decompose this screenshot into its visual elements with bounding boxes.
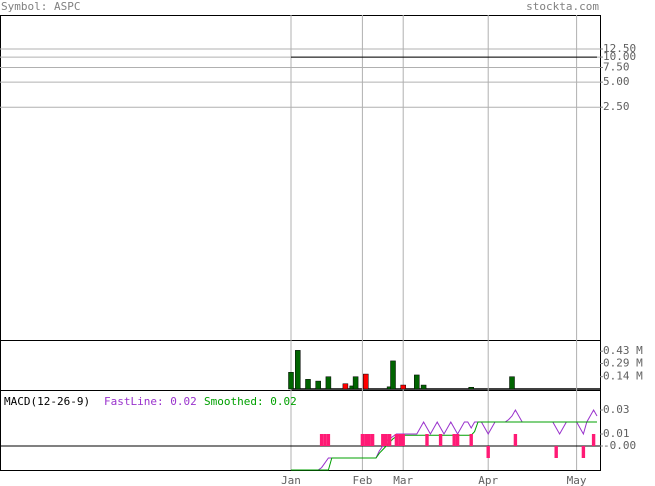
histogram-bar bbox=[401, 434, 405, 446]
y-tick-label: 0.14 M bbox=[603, 370, 643, 383]
volume-bar bbox=[414, 374, 420, 390]
histogram-bar bbox=[513, 434, 518, 446]
x-tick-label: Apr bbox=[478, 474, 498, 486]
histogram-bar bbox=[554, 446, 558, 458]
y-tick-label: 5.00 bbox=[603, 75, 630, 88]
histogram-bar bbox=[387, 434, 392, 446]
y-tick-label: 12.50 bbox=[603, 42, 636, 55]
histogram-bar bbox=[323, 434, 327, 446]
histogram-bar bbox=[398, 434, 402, 446]
histogram-bar bbox=[319, 434, 324, 446]
histogram-bar bbox=[438, 434, 443, 446]
volume-bar bbox=[420, 384, 427, 390]
volume-bar bbox=[295, 350, 301, 390]
site-label: stockta.com bbox=[526, 0, 599, 13]
y-tick-label: -0.00 bbox=[603, 439, 636, 452]
volume-bar bbox=[352, 376, 359, 390]
volume-bar bbox=[325, 376, 332, 390]
x-tick-label: Feb bbox=[352, 474, 372, 486]
legend-label: Smoothed: 0.02 bbox=[204, 395, 297, 408]
y-tick-label: 0.29 M bbox=[603, 357, 643, 370]
histogram-bar bbox=[384, 434, 388, 446]
histogram-bar bbox=[455, 434, 460, 446]
volume-bar bbox=[400, 384, 406, 390]
histogram-bar bbox=[364, 434, 368, 446]
volume-bar bbox=[288, 372, 294, 390]
histogram-bar bbox=[469, 434, 473, 446]
histogram-bar bbox=[425, 434, 429, 446]
volume-bar bbox=[315, 380, 321, 390]
y-tick-label: 2.50 bbox=[603, 100, 630, 113]
series-line bbox=[291, 408, 598, 471]
histogram-bar bbox=[381, 434, 385, 446]
histogram-bar bbox=[394, 434, 399, 446]
y-tick-label: 0.43 M bbox=[603, 344, 643, 357]
histogram-bar bbox=[370, 434, 375, 446]
y-tick-label: 0.03 bbox=[603, 403, 630, 416]
y-tick-label: 10.00 bbox=[603, 50, 636, 63]
legend-label: FastLine: 0.02 bbox=[104, 395, 197, 408]
histogram-bar bbox=[591, 434, 596, 446]
histogram-bar bbox=[367, 434, 371, 446]
volume-bar bbox=[468, 386, 474, 390]
series-line bbox=[291, 421, 597, 471]
x-tick-label: May bbox=[567, 474, 587, 486]
histogram-bar bbox=[360, 434, 365, 446]
y-tick-label: 7.50 bbox=[603, 60, 630, 73]
histogram-bar bbox=[452, 434, 456, 446]
volume-bar bbox=[509, 376, 515, 390]
histogram-bar bbox=[486, 446, 490, 458]
panel-title: MACD(12-26-9) bbox=[4, 395, 90, 408]
volume-bar bbox=[342, 383, 349, 390]
volume-bar bbox=[390, 360, 396, 390]
x-tick-label: Jan bbox=[281, 474, 301, 486]
volume-bar bbox=[363, 373, 369, 390]
x-tick-label: Mar bbox=[393, 474, 413, 486]
symbol-label: Symbol: ASPC bbox=[1, 0, 80, 13]
histogram-bar bbox=[326, 434, 331, 446]
histogram-bar bbox=[581, 446, 586, 458]
volume-bar bbox=[305, 379, 311, 390]
y-tick-label: 0.01 bbox=[603, 427, 630, 440]
